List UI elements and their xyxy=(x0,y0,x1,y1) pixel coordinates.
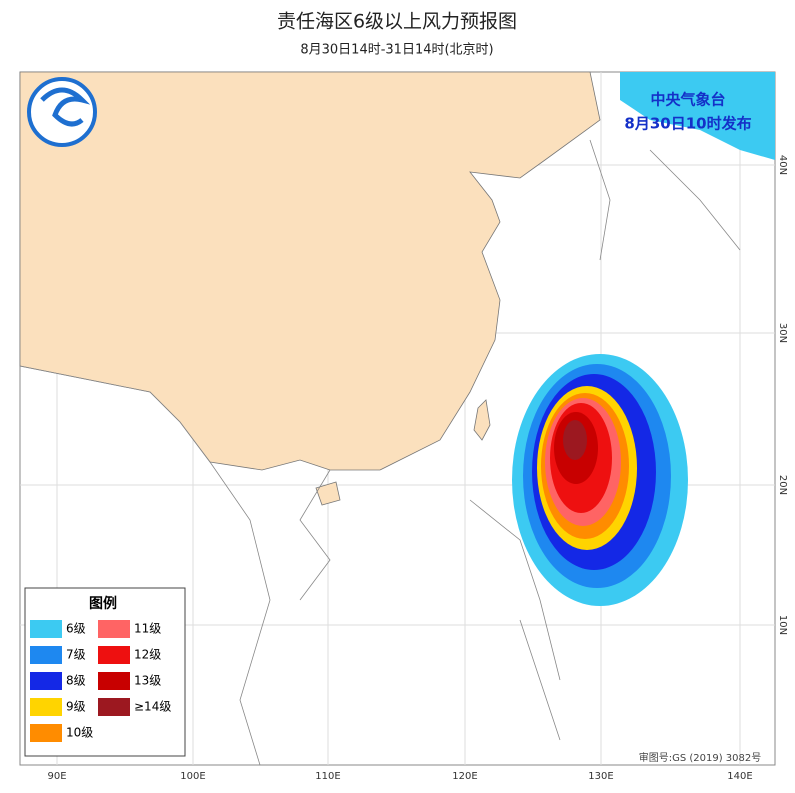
legend-label: 6级 xyxy=(66,622,86,636)
logo-mark xyxy=(40,87,91,127)
legend-swatch xyxy=(30,620,62,638)
legend-label: 11级 xyxy=(134,622,161,636)
legend-swatch xyxy=(30,724,62,742)
longitude-label: 90E xyxy=(47,771,66,782)
approval-number: 审图号:GS (2019) 3082号 xyxy=(639,751,762,764)
legend-swatch xyxy=(30,698,62,716)
wind-zone-north xyxy=(620,72,775,160)
longitude-label: 110E xyxy=(315,771,340,782)
legend-label: 10级 xyxy=(66,726,93,740)
legend-swatch xyxy=(30,672,62,690)
issuer-name: 中央气象台 xyxy=(650,91,725,109)
legend-swatch xyxy=(98,672,130,690)
legend-items: 6级 7级 8级 9级 10级 11级 12级 13级 ≥14级 xyxy=(30,620,171,742)
legend-label: ≥14级 xyxy=(134,700,171,714)
subtitle: 8月30日14时-31日14时(北京时) xyxy=(300,43,493,58)
hainan xyxy=(315,481,341,506)
legend-swatch xyxy=(30,646,62,664)
latitude-label: 40N xyxy=(777,155,788,175)
coastline xyxy=(19,139,741,766)
issue-time: 8月30日10时发布 xyxy=(624,115,751,133)
taiwan xyxy=(473,399,491,441)
longitude-label: 130E xyxy=(588,771,613,782)
longitude-label: 120E xyxy=(452,771,477,782)
legend-label: 13级 xyxy=(134,674,161,688)
longitude-label: 140E xyxy=(727,771,752,782)
latitude-label: 30N xyxy=(777,323,788,343)
wind-zones xyxy=(512,354,688,606)
legend-label: 9级 xyxy=(66,700,86,714)
legend-label: 12级 xyxy=(134,648,161,662)
legend-swatch xyxy=(98,698,130,716)
legend-title: 图例 xyxy=(89,595,117,612)
legend-swatch xyxy=(98,620,130,638)
latitude-label: 10N xyxy=(777,615,788,635)
legend-label: 7级 xyxy=(66,648,86,662)
longitude-label: 100E xyxy=(180,771,205,782)
legend-label: 8级 xyxy=(66,674,86,688)
title: 责任海区6级以上风力预报图 xyxy=(277,11,517,33)
latitude-label: 20N xyxy=(777,475,788,495)
legend-swatch xyxy=(98,646,130,664)
wind-zone xyxy=(563,420,587,460)
